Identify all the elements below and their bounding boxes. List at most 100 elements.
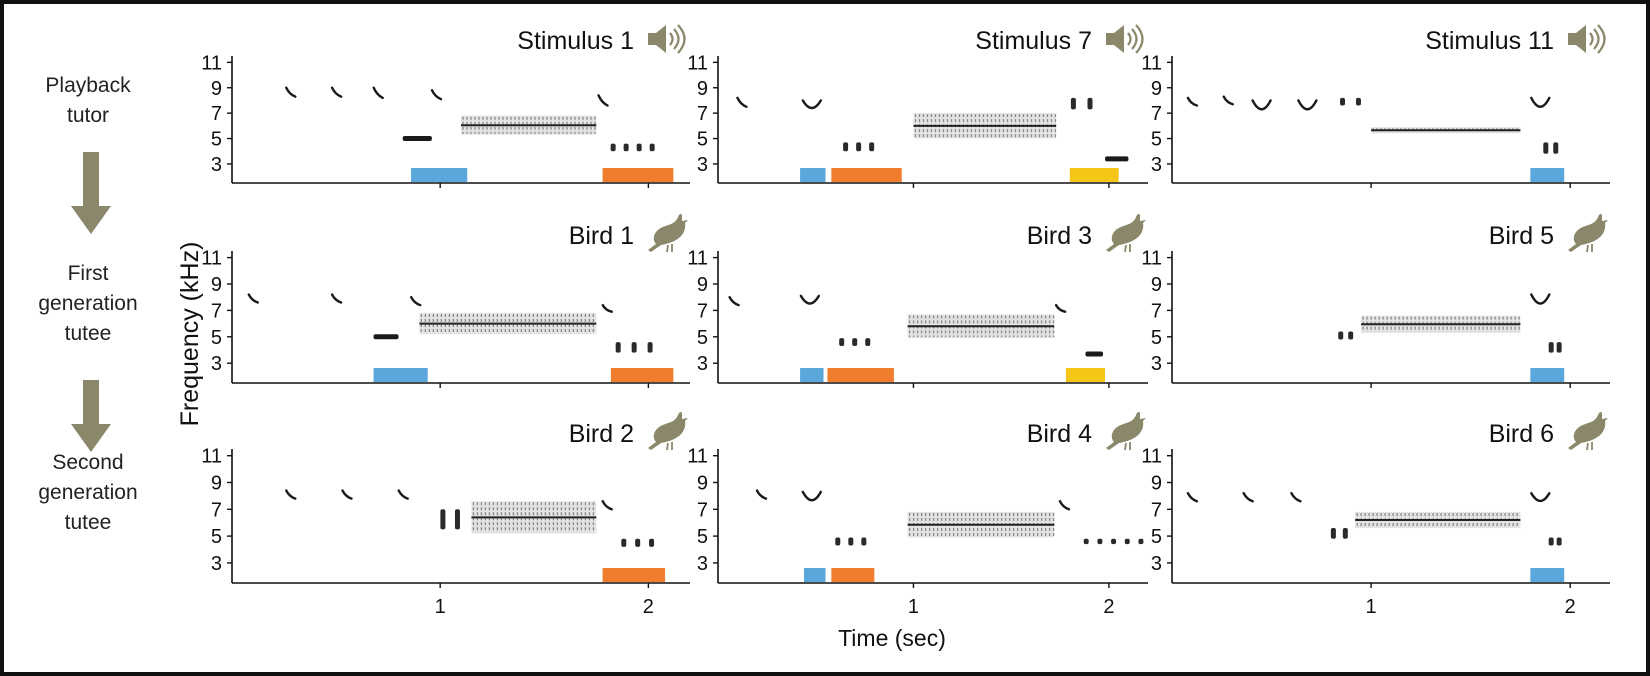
syllable-slur	[410, 296, 422, 307]
spectrogram-panel: 3 5 7 9 11 Stimulus 11	[1141, 24, 1610, 188]
syllable-marker-orange	[827, 368, 894, 382]
syllable-marker-blue	[1530, 568, 1565, 582]
y-tick-label: 3	[697, 353, 708, 375]
syllable-notes	[440, 509, 460, 530]
syllable-marker-blue	[800, 168, 826, 182]
y-tick-label: 11	[687, 52, 708, 74]
syllable-slur	[372, 86, 384, 100]
syllable-slur	[341, 489, 353, 500]
syllable-notes	[1548, 342, 1562, 353]
y-tick-label: 11	[1141, 248, 1162, 270]
y-tick-label: 9	[211, 473, 222, 495]
y-tick-label: 3	[1151, 154, 1162, 176]
y-tick-label: 9	[1151, 473, 1162, 495]
bird-icon	[1106, 213, 1146, 253]
y-tick-label: 7	[697, 300, 708, 322]
syllable-notes	[1330, 528, 1348, 539]
y-tick-label: 7	[211, 300, 222, 322]
syllable-marker-blue	[1530, 368, 1565, 382]
y-tick-label: 5	[697, 327, 708, 349]
stage-label-first-generation: First generation tutee	[38, 262, 138, 345]
y-tick-label: 11	[687, 446, 708, 468]
syllable-tone	[1105, 156, 1129, 162]
syllable-slur	[397, 489, 409, 500]
x-tick-label: 1	[908, 596, 919, 618]
syllable-notes	[621, 538, 655, 547]
x-axis-label: Time (sec)	[838, 625, 946, 651]
x-tick-label: 1	[435, 596, 446, 618]
syllable-tone	[373, 334, 399, 340]
syllable-marker-orange	[831, 168, 902, 182]
panel-title: Bird 6	[1489, 420, 1554, 448]
syllable-trill	[461, 115, 597, 135]
syllable-marker-blue	[804, 568, 826, 582]
y-tick-label: 7	[211, 103, 222, 125]
y-tick-label: 9	[697, 78, 708, 100]
stage-label-second-generation: Second generation tutee	[38, 451, 138, 534]
syllable-marker-blue	[411, 168, 468, 182]
y-tick-label: 11	[201, 52, 222, 74]
syllable-marker-orange	[831, 568, 875, 582]
syllable-notes	[1548, 537, 1562, 546]
panel-title: Bird 5	[1489, 222, 1554, 250]
syllable-trill	[1361, 315, 1521, 333]
syllable-cup	[799, 294, 821, 305]
speaker-icon	[1106, 24, 1144, 54]
syllable-notes	[1070, 97, 1093, 110]
y-tick-label: 5	[211, 526, 222, 548]
syllable-slur	[330, 86, 343, 98]
syllable-notes	[843, 142, 875, 152]
syllable-slur	[1186, 96, 1199, 107]
syllable-tone	[402, 136, 432, 142]
syllable-trill	[913, 113, 1057, 139]
y-tick-label: 5	[1151, 327, 1162, 349]
spectrogram-panel: 3 5 7 9 11 Bird 3	[687, 213, 1148, 388]
panel-title: Bird 1	[569, 222, 634, 250]
y-tick-label: 9	[697, 473, 708, 495]
syllable-marker-orange	[602, 168, 674, 182]
spectrogram-panel: 3 5 7 9 11 Bird 5	[1141, 213, 1610, 388]
x-tick-label: 2	[1103, 596, 1114, 618]
syllable-slur	[736, 96, 748, 108]
y-tick-label: 5	[1151, 129, 1162, 151]
syllable-slur	[597, 94, 609, 107]
down-arrow-icon	[71, 380, 111, 452]
syllable-cup	[801, 99, 823, 110]
spectrogram-panel: 3 5 7 9 11 Stimulus 1	[201, 24, 690, 188]
y-tick-label: 3	[1151, 353, 1162, 375]
syllable-marker-yellow	[1069, 168, 1119, 182]
panel-title: Stimulus 7	[975, 27, 1092, 55]
syllable-cup	[1297, 99, 1318, 111]
syllable-slur	[285, 489, 297, 500]
syllable-notes	[615, 342, 653, 353]
syllable-slur	[601, 500, 613, 511]
y-tick-label: 3	[1151, 553, 1162, 575]
syllable-cup	[1530, 96, 1551, 108]
syllable-slur	[1054, 303, 1067, 313]
syllable-notes	[610, 143, 655, 152]
y-tick-label: 11	[687, 248, 708, 270]
syllable-notes	[839, 338, 871, 347]
syllable-slur	[1242, 492, 1254, 503]
y-tick-label: 9	[1151, 274, 1162, 296]
y-tick-label: 11	[201, 446, 222, 468]
syllable-trill	[471, 501, 597, 534]
bird-icon	[1568, 213, 1608, 253]
syllable-slur	[728, 296, 740, 307]
panel-title: Bird 2	[569, 420, 634, 448]
syllable-slur	[285, 86, 297, 98]
syllable-notes	[835, 537, 867, 546]
y-tick-label: 3	[211, 353, 222, 375]
y-axis-label: Frequency (kHz)	[176, 242, 204, 427]
bird-icon	[648, 213, 688, 253]
syllable-slur	[430, 89, 443, 101]
syllable-trill	[1371, 127, 1521, 134]
y-tick-label: 3	[211, 154, 222, 176]
panel-title: Stimulus 1	[517, 27, 634, 55]
y-tick-label: 7	[1151, 300, 1162, 322]
y-tick-label: 11	[1141, 446, 1162, 468]
